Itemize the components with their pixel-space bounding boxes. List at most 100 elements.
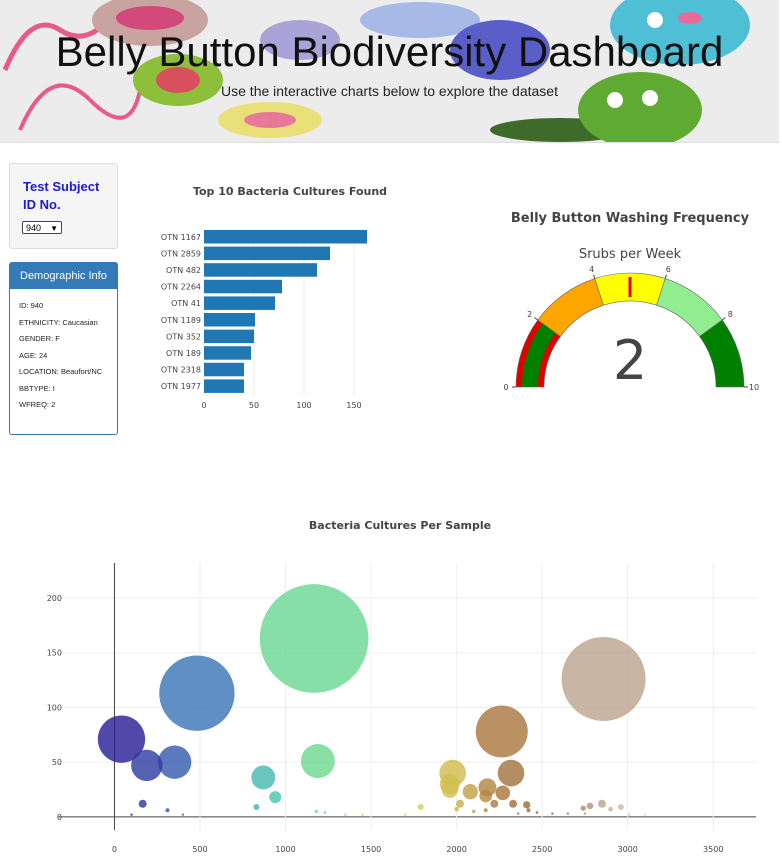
bar [204, 346, 251, 360]
bubble [269, 791, 282, 804]
bubble [138, 799, 147, 808]
page-title: Belly Button Biodiversity Dashboard [55, 28, 724, 75]
subject-id-select[interactable]: 940 ▼ [22, 221, 62, 234]
bubble [608, 806, 613, 812]
bubble [583, 812, 587, 815]
bar [204, 230, 367, 244]
bar-category-label: OTN 482 [166, 266, 201, 275]
bar [204, 362, 244, 377]
bubble [517, 812, 520, 815]
bubble [479, 789, 493, 803]
bubble [97, 715, 146, 763]
bubble [404, 813, 407, 816]
y-tick-label: 200 [47, 594, 62, 603]
bubble [628, 813, 631, 816]
bubble [314, 809, 318, 814]
x-tick-label: 2000 [446, 845, 466, 854]
gauge-tick-label: 2 [527, 310, 532, 319]
bubble [472, 809, 476, 814]
bubble [566, 812, 570, 815]
demographic-age: AGE: 24 [19, 350, 48, 360]
bar-chart-title: Top 10 Bacteria Cultures Found [192, 185, 388, 198]
gauge-tick-label: 6 [666, 265, 671, 274]
bubble [535, 811, 539, 814]
bar [204, 313, 255, 327]
bubble [253, 804, 260, 811]
bar [204, 263, 317, 277]
bubble [509, 799, 518, 808]
demographic-wfreq: WFREQ: 2 [19, 400, 56, 409]
bar [204, 279, 282, 294]
bubble [598, 799, 607, 808]
bar [204, 246, 330, 261]
subject-selector-label: Test Subject ID No. [23, 179, 100, 212]
header-banner: Belly Button Biodiversity Dashboard Use … [0, 0, 779, 143]
gauge-chart-title: Belly Button Washing Frequency [510, 211, 750, 226]
bubble [495, 785, 511, 801]
bubble [475, 705, 528, 758]
y-tick-label: 150 [47, 649, 62, 658]
bubble [483, 808, 488, 813]
x-tick-label: 1500 [361, 845, 381, 854]
bacteria-background-illustration [2, 0, 750, 142]
bubble [551, 812, 554, 815]
gauge-tick [593, 274, 596, 279]
x-tick-label: 2500 [532, 845, 552, 854]
y-tick-label: 50 [52, 758, 62, 767]
y-tick-label: 0 [57, 813, 62, 822]
gauge-value-label: 2 [613, 329, 647, 392]
x-tick-label: 1000 [275, 845, 295, 854]
bar [204, 329, 254, 344]
bubble [159, 655, 235, 731]
demographic-info-body: ID: 940 ETHNICITY: Caucasian GENDER: F A… [10, 289, 117, 409]
bubble-chart-title: Bacteria Cultures Per Sample [308, 519, 492, 532]
bubble [259, 584, 369, 693]
gauge-chart[interactable]: Srubs per Week 0 2 4 6 8 10 2 [480, 240, 780, 400]
gauge-tick-label: 8 [728, 310, 733, 319]
bubble [344, 813, 347, 816]
gauge-subtitle: Srubs per Week [579, 247, 682, 262]
gauge-tick [534, 317, 539, 321]
bubble [462, 784, 478, 800]
bubble [617, 804, 624, 811]
bubble [561, 636, 646, 721]
bubble [130, 813, 133, 816]
bar-category-label: OTN 2264 [161, 283, 201, 292]
bar-category-label: OTN 41 [171, 299, 201, 308]
bar-category-label: OTN 2318 [161, 366, 201, 375]
demographic-ethnicity: ETHNICITY: Caucasian [19, 317, 98, 327]
x-tick-label: 150 [346, 401, 361, 410]
demographic-gender: GENDER: F [19, 334, 60, 343]
bubble [323, 811, 327, 814]
bubble [417, 804, 424, 811]
bubble [441, 781, 459, 798]
demographic-location: LOCATION: Beaufort/NC [19, 367, 103, 376]
bubble [131, 749, 163, 782]
bubble [586, 802, 594, 810]
bubble [526, 808, 531, 813]
bar-category-label: OTN 352 [166, 332, 201, 341]
bubble [456, 799, 465, 808]
subject-selector-panel: Test Subject ID No. 940 ▼ [9, 163, 118, 249]
bubble [181, 813, 185, 816]
x-tick-label: 50 [249, 401, 259, 410]
gauge-tick [721, 317, 726, 321]
gauge-tick-label: 4 [589, 265, 594, 274]
bubble [361, 813, 364, 816]
bar-category-label: OTN 1189 [161, 316, 201, 325]
page-subtitle: Use the interactive charts below to expl… [221, 83, 558, 99]
bar-category-label: OTN 2859 [161, 249, 201, 258]
bubble [300, 744, 335, 779]
bar-category-label: OTN 189 [166, 349, 201, 358]
bubble [251, 765, 276, 790]
x-tick-label: 0 [112, 845, 117, 854]
bar-chart[interactable]: OTN 1167 OTN 2859 OTN 482 OTN 2264 OTN 41 OTN… [145, 220, 395, 450]
bubble [454, 806, 459, 812]
x-tick-label: 100 [296, 401, 311, 410]
x-tick-label: 3000 [618, 845, 638, 854]
bubble [158, 745, 192, 779]
bar [204, 379, 244, 393]
y-tick-label: 100 [47, 703, 62, 712]
gauge-value-bar [522, 323, 556, 387]
